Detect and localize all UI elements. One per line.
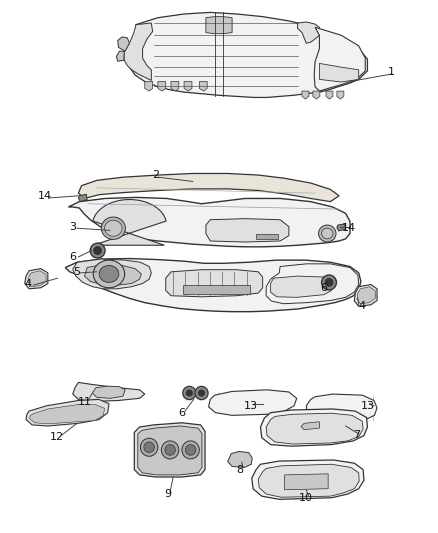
Polygon shape: [319, 63, 359, 82]
Text: 4: 4: [24, 279, 32, 288]
Polygon shape: [357, 287, 375, 304]
Text: 13: 13: [361, 401, 375, 411]
Ellipse shape: [141, 438, 158, 456]
Polygon shape: [314, 27, 365, 91]
Polygon shape: [337, 91, 344, 99]
Text: 6: 6: [69, 252, 76, 262]
Ellipse shape: [165, 445, 175, 455]
Ellipse shape: [182, 441, 199, 459]
Polygon shape: [158, 82, 166, 91]
Text: 3: 3: [69, 222, 76, 232]
Polygon shape: [337, 224, 346, 231]
Polygon shape: [138, 426, 202, 475]
Polygon shape: [78, 173, 339, 201]
Ellipse shape: [195, 386, 208, 400]
Polygon shape: [326, 91, 333, 99]
Polygon shape: [297, 22, 319, 43]
Polygon shape: [206, 17, 232, 34]
Ellipse shape: [99, 265, 119, 282]
Text: 9: 9: [164, 489, 171, 499]
Polygon shape: [73, 382, 145, 401]
Polygon shape: [285, 474, 328, 490]
Polygon shape: [171, 82, 179, 91]
Text: 13: 13: [244, 401, 258, 411]
Polygon shape: [134, 423, 205, 477]
Polygon shape: [301, 422, 319, 430]
Text: 6: 6: [320, 283, 327, 293]
Polygon shape: [258, 464, 359, 497]
Text: 14: 14: [38, 191, 52, 201]
Text: 11: 11: [78, 397, 92, 407]
Polygon shape: [73, 259, 151, 289]
Polygon shape: [85, 264, 141, 285]
Text: 4: 4: [359, 301, 366, 311]
Polygon shape: [271, 276, 332, 297]
Ellipse shape: [161, 441, 179, 459]
Polygon shape: [93, 199, 166, 245]
Ellipse shape: [105, 220, 122, 236]
Polygon shape: [65, 259, 361, 312]
Polygon shape: [208, 390, 297, 415]
Ellipse shape: [93, 260, 125, 288]
Ellipse shape: [94, 247, 102, 255]
Ellipse shape: [318, 225, 336, 242]
Polygon shape: [256, 233, 278, 239]
Polygon shape: [117, 51, 124, 61]
Polygon shape: [228, 451, 252, 467]
Polygon shape: [68, 197, 350, 247]
Text: 8: 8: [237, 465, 244, 474]
Polygon shape: [78, 194, 87, 201]
Ellipse shape: [325, 278, 333, 286]
Polygon shape: [313, 91, 320, 99]
Polygon shape: [28, 271, 46, 287]
Polygon shape: [266, 413, 363, 444]
Polygon shape: [118, 37, 130, 51]
Ellipse shape: [185, 445, 196, 455]
Ellipse shape: [144, 442, 154, 453]
Ellipse shape: [321, 228, 333, 239]
Ellipse shape: [321, 275, 336, 290]
Polygon shape: [183, 285, 251, 294]
Polygon shape: [302, 91, 309, 99]
Polygon shape: [184, 82, 192, 91]
Polygon shape: [206, 219, 289, 242]
Polygon shape: [354, 285, 377, 306]
Ellipse shape: [101, 217, 125, 239]
Text: 2: 2: [152, 170, 159, 180]
Polygon shape: [266, 264, 359, 304]
Polygon shape: [26, 399, 109, 426]
Polygon shape: [252, 460, 364, 499]
Ellipse shape: [183, 386, 196, 400]
Text: 5: 5: [74, 267, 81, 277]
Ellipse shape: [186, 390, 193, 396]
Polygon shape: [130, 12, 367, 98]
Polygon shape: [166, 270, 263, 297]
Polygon shape: [306, 394, 377, 423]
Polygon shape: [92, 386, 125, 398]
Polygon shape: [25, 269, 48, 289]
Text: 10: 10: [298, 492, 312, 503]
Text: 14: 14: [342, 223, 356, 233]
Polygon shape: [124, 23, 152, 80]
Polygon shape: [261, 409, 367, 446]
Ellipse shape: [198, 390, 205, 396]
Polygon shape: [145, 82, 152, 91]
Text: 1: 1: [388, 68, 395, 77]
Polygon shape: [199, 82, 207, 91]
Text: 6: 6: [178, 408, 185, 418]
Polygon shape: [29, 405, 105, 424]
Text: 12: 12: [49, 432, 64, 442]
Ellipse shape: [90, 243, 105, 258]
Text: 7: 7: [353, 430, 360, 440]
